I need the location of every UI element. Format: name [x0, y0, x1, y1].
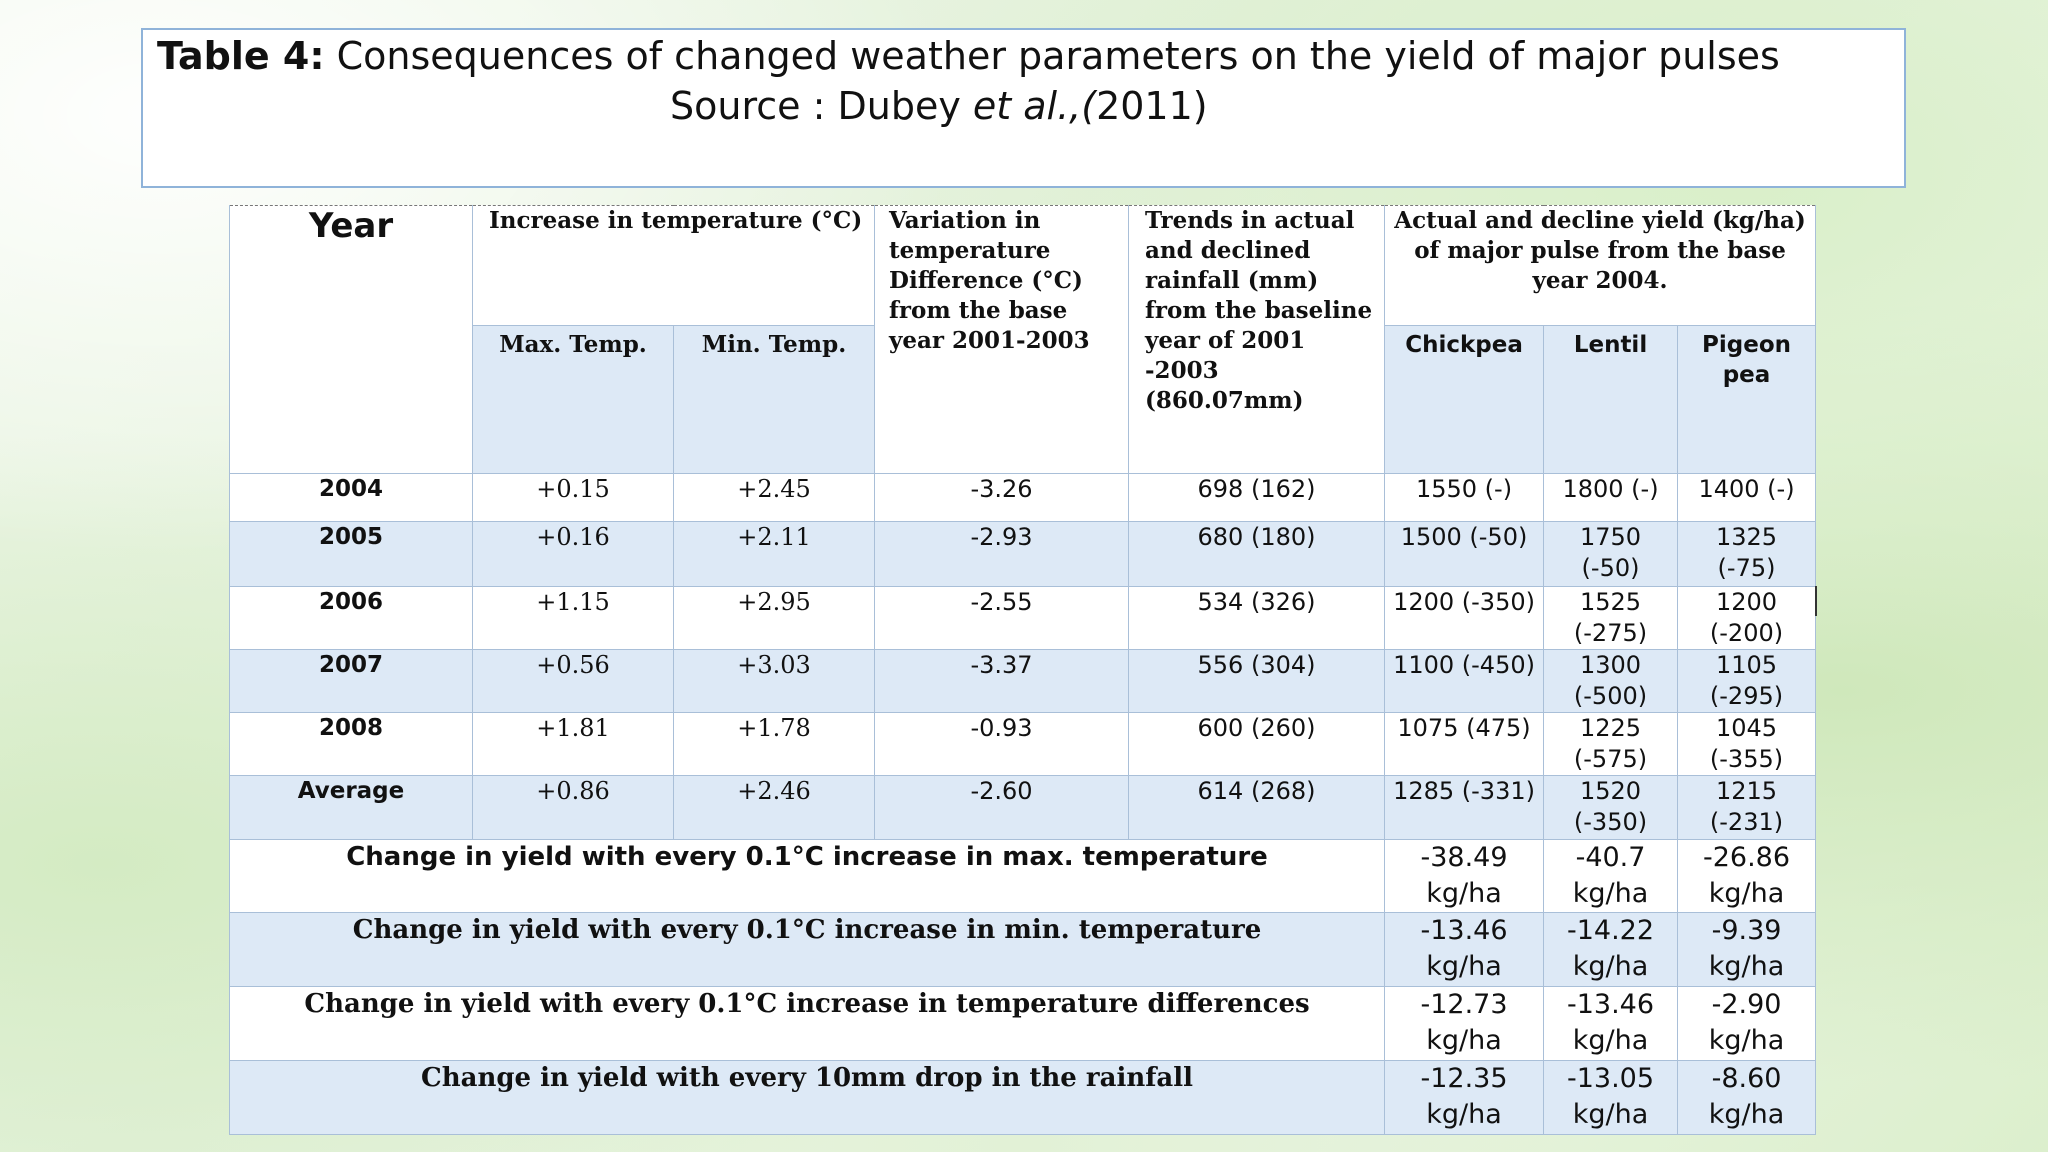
- table-source: Source : Dubey et al.,(2011): [670, 84, 1208, 128]
- cell-lentil: 1520 (-350): [1543, 775, 1679, 840]
- cell-min-temp: +2.46: [672, 775, 876, 840]
- header-year: Year: [229, 205, 473, 474]
- cell-pigeonpea: 1400 (-): [1677, 473, 1817, 522]
- header-min-temp: Min. Temp.: [672, 325, 876, 474]
- cell-chickpea: 1550 (-): [1384, 473, 1545, 522]
- summary-row: Change in yield with every 0.1°C increas…: [228, 986, 1817, 1061]
- summary-label: Change in yield with every 0.1°C increas…: [228, 912, 1386, 987]
- table-row: 2006 +1.15 +2.95 -2.55 534 (326) 1200 (-…: [229, 586, 1817, 650]
- header-max-temp: Max. Temp.: [472, 325, 674, 474]
- cell-max-temp: +1.81: [472, 712, 674, 776]
- cell-min-temp: +2.11: [672, 521, 876, 587]
- cell-variation: -3.37: [874, 649, 1130, 713]
- cell-max-temp: +0.86: [472, 775, 674, 840]
- source-prefix: Source : Dubey: [670, 84, 973, 128]
- cell-pigeonpea: 1105 (-295): [1677, 649, 1817, 713]
- header-chickpea: Chickpea: [1384, 325, 1545, 474]
- summary-label: Change in yield with every 0.1°C increas…: [228, 839, 1386, 913]
- header-increase-temp: Increase in temperature (°C): [471, 205, 876, 326]
- summary-lentil: -13.05 kg/ha: [1543, 1060, 1679, 1135]
- cell-year: 2006: [229, 586, 473, 650]
- cell-rainfall: 556 (304): [1128, 649, 1386, 713]
- title-box: Table 4: Consequences of changed weather…: [141, 28, 1906, 188]
- cell-chickpea: 1075 (475): [1384, 712, 1545, 776]
- source-italic: et al.,(: [972, 84, 1097, 128]
- summary-label: Change in yield with every 10mm drop in …: [228, 1060, 1386, 1135]
- summary-chickpea: -38.49 kg/ha: [1384, 839, 1545, 913]
- cell-min-temp: +3.03: [672, 649, 876, 713]
- cell-chickpea: 1285 (-331): [1384, 775, 1545, 840]
- table-row: 2004 +0.15 +2.45 -3.26 698 (162) 1550 (-…: [229, 473, 1817, 522]
- header-rainfall: Trends in actual and declined rainfall (…: [1128, 205, 1386, 474]
- cell-min-temp: +2.45: [672, 473, 876, 522]
- summary-row: Change in yield with every 10mm drop in …: [228, 1060, 1817, 1135]
- cell-rainfall: 614 (268): [1128, 775, 1386, 840]
- header-yield: Actual and decline yield (kg/ha) of majo…: [1384, 205, 1817, 326]
- cell-max-temp: +0.56: [472, 649, 674, 713]
- summary-chickpea: -12.35 kg/ha: [1384, 1060, 1545, 1135]
- cell-rainfall: 600 (260): [1128, 712, 1386, 776]
- cell-rainfall: 698 (162): [1128, 473, 1386, 522]
- summary-lentil: -40.7 kg/ha: [1543, 839, 1679, 913]
- summary-row: Change in yield with every 0.1°C increas…: [228, 912, 1817, 987]
- cell-max-temp: +0.15: [472, 473, 674, 522]
- table-title: Table 4: Consequences of changed weather…: [157, 34, 1780, 78]
- cell-year: 2005: [229, 521, 473, 587]
- cell-variation: -0.93: [874, 712, 1130, 776]
- cell-min-temp: +1.78: [672, 712, 876, 776]
- table-row: 2008 +1.81 +1.78 -0.93 600 (260) 1075 (4…: [229, 712, 1817, 776]
- cell-chickpea: 1500 (-50): [1384, 521, 1545, 587]
- cell-chickpea: 1100 (-450): [1384, 649, 1545, 713]
- cell-max-temp: +1.15: [472, 586, 674, 650]
- table-title-text: Consequences of changed weather paramete…: [324, 34, 1780, 78]
- header-lentil: Lentil: [1543, 325, 1679, 474]
- summary-pigeonpea: -8.60 kg/ha: [1677, 1060, 1817, 1135]
- cell-variation: -2.60: [874, 775, 1130, 840]
- cell-lentil: 1225 (-575): [1543, 712, 1679, 776]
- summary-lentil: -13.46 kg/ha: [1543, 986, 1679, 1061]
- table-row: Average +0.86 +2.46 -2.60 614 (268) 1285…: [229, 775, 1817, 840]
- table-row: 2007 +0.56 +3.03 -3.37 556 (304) 1100 (-…: [229, 649, 1817, 713]
- summary-chickpea: -12.73 kg/ha: [1384, 986, 1545, 1061]
- summary-pigeonpea: -9.39 kg/ha: [1677, 912, 1817, 987]
- summary-label: Change in yield with every 0.1°C increas…: [228, 986, 1386, 1061]
- summary-pigeonpea: -26.86 kg/ha: [1677, 839, 1817, 913]
- cell-pigeonpea: 1045 (-355): [1677, 712, 1817, 776]
- cell-lentil: 1300 (-500): [1543, 649, 1679, 713]
- summary-chickpea: -13.46 kg/ha: [1384, 912, 1545, 987]
- cell-year: 2007: [229, 649, 473, 713]
- table-label: Table 4:: [157, 34, 325, 78]
- summary-row: Change in yield with every 0.1°C increas…: [228, 839, 1817, 913]
- pulse-yield-table: Year Increase in temperature (°C) Variat…: [228, 205, 1817, 1135]
- cell-pigeonpea: 1200 (-200): [1677, 586, 1817, 650]
- cell-variation: -2.93: [874, 521, 1130, 587]
- table-row: 2005 +0.16 +2.11 -2.93 680 (180) 1500 (-…: [229, 521, 1817, 587]
- cell-pigeonpea: 1325 (-75): [1677, 521, 1817, 587]
- cell-year: Average: [229, 775, 473, 840]
- cell-min-temp: +2.95: [672, 586, 876, 650]
- cell-max-temp: +0.16: [472, 521, 674, 587]
- cell-chickpea: 1200 (-350): [1384, 586, 1545, 650]
- source-suffix: 2011): [1096, 84, 1208, 128]
- summary-lentil: -14.22 kg/ha: [1543, 912, 1679, 987]
- cell-lentil: 1525 (-275): [1543, 586, 1679, 650]
- cell-pigeonpea: 1215 (-231): [1677, 775, 1817, 840]
- cell-variation: -3.26: [874, 473, 1130, 522]
- cell-year: 2008: [229, 712, 473, 776]
- cell-lentil: 1750 (-50): [1543, 521, 1679, 587]
- summary-pigeonpea: -2.90 kg/ha: [1677, 986, 1817, 1061]
- header-pigeonpea: Pigeon pea: [1677, 325, 1817, 474]
- cell-lentil: 1800 (-): [1543, 473, 1679, 522]
- cell-year: 2004: [229, 473, 473, 522]
- cell-rainfall: 680 (180): [1128, 521, 1386, 587]
- text-cursor: [1815, 586, 1817, 616]
- cell-variation: -2.55: [874, 586, 1130, 650]
- cell-rainfall: 534 (326): [1128, 586, 1386, 650]
- header-variation: Variation in temperature Difference (°C)…: [874, 205, 1130, 474]
